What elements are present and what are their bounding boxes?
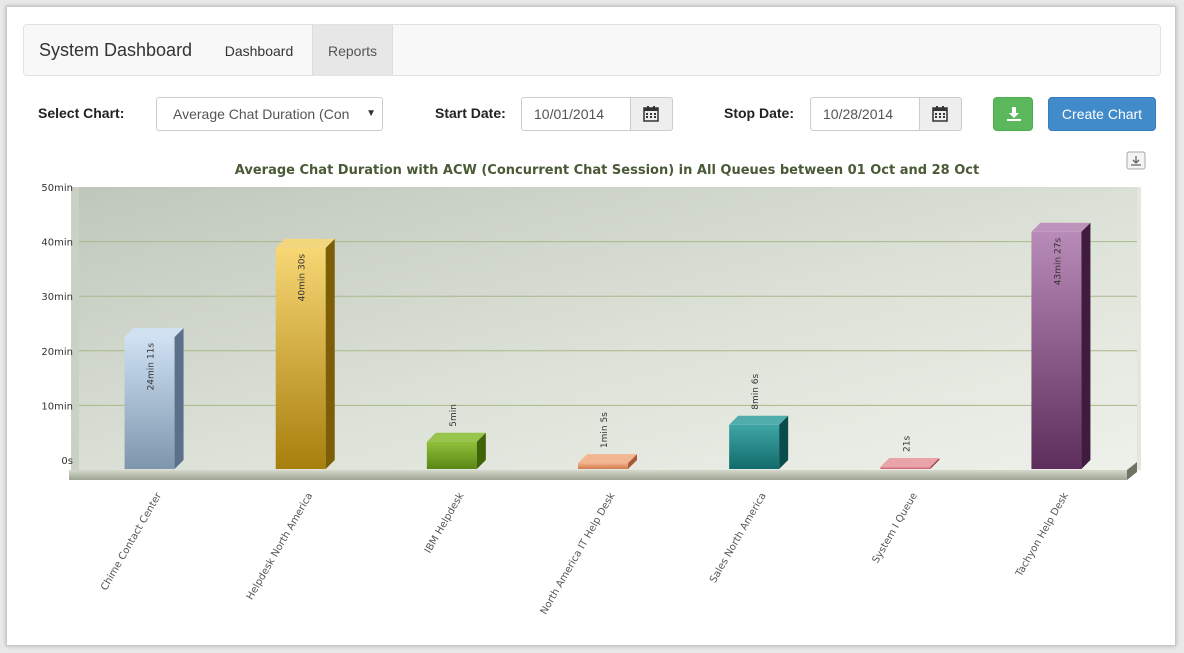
stop-date-input[interactable]: 10/28/2014: [810, 97, 920, 131]
x-tick-label: Tachyon Help Desk: [1014, 491, 1072, 580]
download-button[interactable]: [993, 97, 1033, 131]
bar[interactable]: [426, 432, 486, 469]
data-label: 40min 30s: [298, 254, 308, 302]
bar[interactable]: [1031, 222, 1091, 469]
data-label: 43min 27s: [1053, 237, 1063, 285]
stop-date-calendar-button[interactable]: [920, 97, 962, 131]
bar-side: [779, 415, 789, 469]
bar-top: [729, 415, 789, 425]
bar-side: [930, 458, 940, 469]
y-tick-label: 0s: [61, 456, 73, 467]
plot-right-edge: [1137, 187, 1141, 470]
export-chart-button[interactable]: [1126, 151, 1146, 170]
bar-side: [628, 454, 637, 469]
chart-select[interactable]: Average Chat Duration (Con ▼: [156, 97, 383, 131]
bar-front: [729, 424, 780, 469]
data-label: 5min: [449, 404, 459, 427]
bar-top: [275, 238, 335, 248]
bar-side: [325, 238, 335, 469]
select-chart-label: Select Chart:: [38, 105, 125, 121]
y-tick-label: 10min: [41, 401, 73, 412]
y-tick-label: 50min: [41, 183, 73, 194]
x-tick-label: North America IT Help Desk: [539, 491, 618, 617]
bar-front: [1031, 231, 1082, 469]
y-tick-label: 30min: [41, 292, 73, 303]
bar-top: [880, 458, 940, 467]
x-tick-label: Chime Contact Center: [99, 490, 164, 592]
bar[interactable]: [729, 415, 789, 469]
y-tick-label: 40min: [41, 238, 73, 249]
chart-title: Average Chat Duration with ACW (Concurre…: [235, 163, 979, 178]
start-date-calendar-button[interactable]: [631, 97, 673, 131]
data-label: 1min 5s: [600, 412, 610, 448]
x-tick-label: Helpdesk North America: [245, 491, 315, 602]
download-icon: [1007, 107, 1021, 121]
data-label: 8min 6s: [751, 373, 761, 409]
bar-front: [880, 467, 931, 469]
bar-top: [426, 432, 486, 442]
data-label: 24min 11s: [147, 343, 157, 391]
bar-side: [1081, 222, 1091, 469]
bar-side: [174, 327, 184, 469]
create-chart-button[interactable]: Create Chart: [1048, 97, 1156, 131]
nav-dashboard[interactable]: Dashboard: [224, 43, 294, 59]
bar-top: [124, 327, 184, 337]
data-label: 21s: [902, 436, 912, 452]
chevron-down-icon: ▼: [366, 108, 376, 119]
bar-chart: Average Chat Duration with ACW (Concurre…: [41, 151, 1146, 617]
chart-select-value: Average Chat Duration (Con: [173, 106, 350, 122]
bar[interactable]: [275, 238, 335, 469]
brand-title[interactable]: System Dashboard: [39, 40, 193, 60]
plot-area: [79, 187, 1137, 470]
start-date-input[interactable]: 10/01/2014: [521, 97, 631, 131]
bar-top: [578, 454, 637, 464]
bar-front: [275, 247, 326, 469]
app-window: System Dashboard Dashboard Reports Selec…: [6, 6, 1176, 646]
bar-front: [124, 336, 175, 469]
calendar-icon: [932, 106, 948, 122]
calendar-icon: [643, 106, 659, 122]
chart-floor: [69, 470, 1127, 480]
stop-date-label: Stop Date:: [724, 105, 794, 121]
bar-top: [1031, 222, 1091, 232]
y-tick-label: 20min: [41, 347, 73, 358]
bar-front: [426, 441, 477, 469]
x-tick-label: Sales North America: [708, 491, 769, 585]
plot-side-wall: [71, 187, 79, 470]
bar[interactable]: [578, 454, 637, 469]
x-tick-label: System I Queue: [871, 491, 920, 565]
bar[interactable]: [880, 458, 940, 469]
x-tick-label: IBM Helpdesk: [423, 491, 467, 555]
bar-side: [476, 432, 486, 469]
start-date-label: Start Date:: [435, 105, 506, 121]
export-icon: [1131, 156, 1141, 166]
bar-front: [578, 463, 628, 469]
navbar: System Dashboard Dashboard Reports: [23, 24, 1161, 76]
nav-reports[interactable]: Reports: [312, 25, 393, 75]
chart-floor-side: [1127, 462, 1137, 480]
bar[interactable]: [124, 327, 184, 469]
